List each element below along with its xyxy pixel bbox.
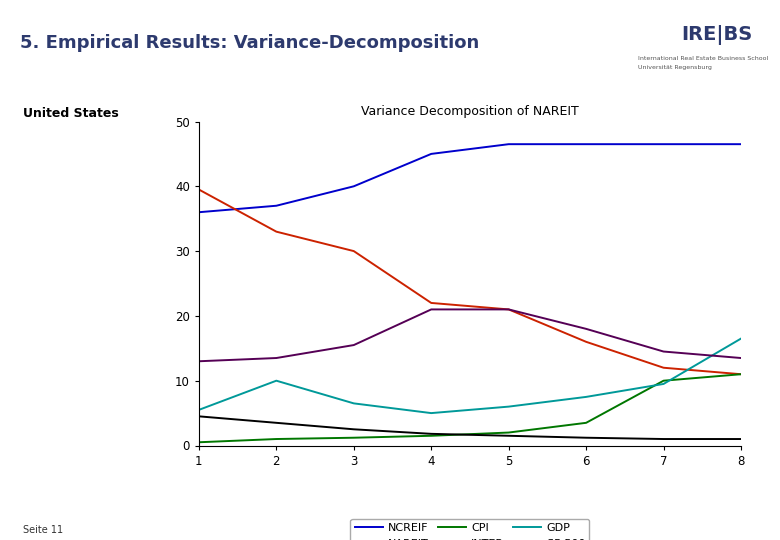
Text: International Real Estate Business School: International Real Estate Business Schoo… <box>638 56 768 61</box>
Text: United States: United States <box>23 107 119 120</box>
Text: IRE|BS: IRE|BS <box>682 25 753 45</box>
Legend: NCREIF, NAREIT, CPI, INTER, GDP, SP 500: NCREIF, NAREIT, CPI, INTER, GDP, SP 500 <box>350 519 590 540</box>
Text: 5. Empirical Results: Variance-Decomposition: 5. Empirical Results: Variance-Decomposi… <box>20 34 479 52</box>
Text: Seite 11: Seite 11 <box>23 525 63 535</box>
Title: Variance Decomposition of NAREIT: Variance Decomposition of NAREIT <box>361 105 579 118</box>
Text: Universität Regensburg: Universität Regensburg <box>638 65 712 70</box>
